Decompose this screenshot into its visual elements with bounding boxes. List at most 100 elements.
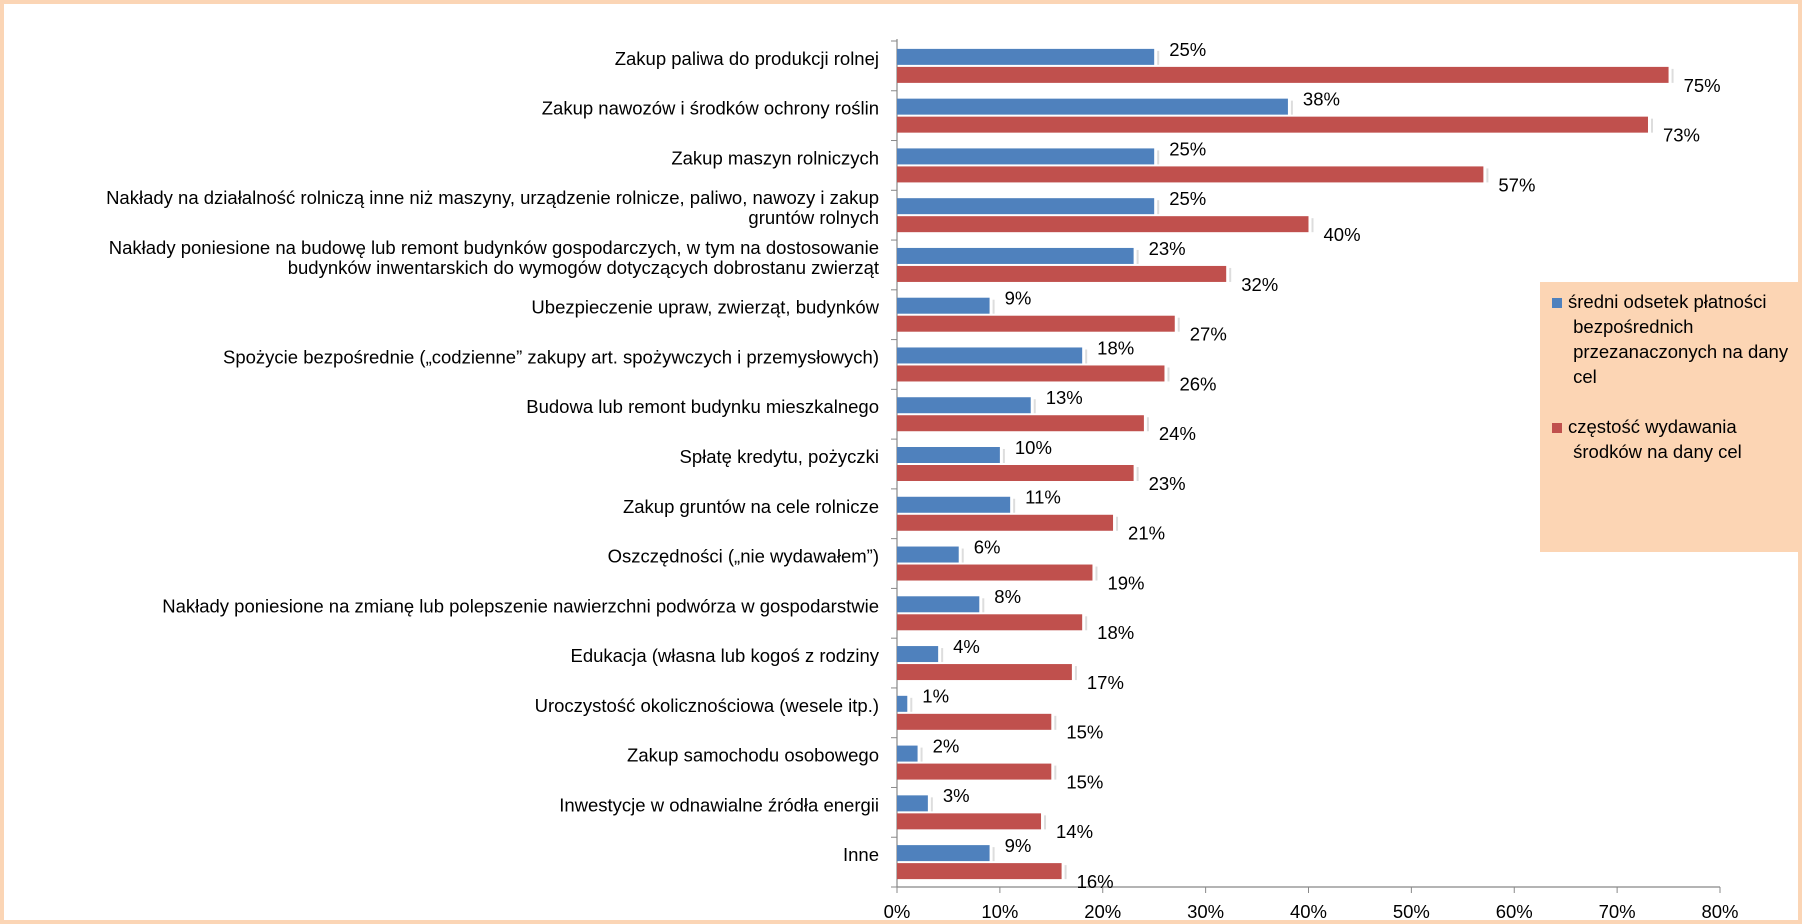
- bar: [897, 496, 1011, 513]
- bar: [897, 116, 1648, 133]
- value-label: 25%: [1169, 188, 1206, 209]
- category-label: Ubezpieczenie upraw, zwierząt, budynków: [531, 297, 879, 318]
- category-label: Zakup samochodu osobowego: [627, 744, 879, 765]
- bar: [897, 415, 1144, 432]
- category-label: Uroczystość okolicznościowa (wesele itp.…: [535, 695, 879, 716]
- value-label: 32%: [1241, 274, 1278, 295]
- legend-swatch: [1552, 423, 1562, 433]
- bar: [897, 795, 928, 812]
- bar: [897, 614, 1083, 631]
- bar: [897, 745, 918, 762]
- x-tick-label: 0%: [884, 901, 911, 922]
- x-tick-label: 60%: [1496, 901, 1533, 922]
- x-tick-label: 70%: [1599, 901, 1636, 922]
- category-label: Inwestycje w odnawialne źródła energii: [559, 794, 879, 815]
- category-label: Zakup gruntów na cele rolnicze: [623, 496, 879, 517]
- x-tick-label: 20%: [1084, 901, 1121, 922]
- legend-swatch: [1552, 298, 1562, 308]
- value-label: 10%: [1015, 437, 1052, 458]
- legend-box: [1540, 282, 1800, 552]
- bar: [897, 813, 1042, 830]
- value-label: 6%: [974, 536, 1001, 557]
- value-label: 1%: [922, 686, 949, 707]
- bar: [897, 664, 1072, 681]
- value-label: 3%: [943, 785, 970, 806]
- x-tick-label: 30%: [1187, 901, 1224, 922]
- bar: [897, 646, 939, 663]
- value-label: 24%: [1159, 423, 1196, 444]
- value-label: 4%: [953, 636, 980, 657]
- bar: [897, 596, 980, 613]
- x-tick-label: 40%: [1290, 901, 1327, 922]
- bar: [897, 397, 1031, 414]
- value-label: 18%: [1097, 622, 1134, 643]
- value-label: 27%: [1190, 324, 1227, 345]
- x-tick-label: 50%: [1393, 901, 1430, 922]
- bar: [897, 546, 959, 563]
- value-label: 9%: [1005, 288, 1032, 309]
- bar: [897, 713, 1052, 730]
- bar: [897, 347, 1083, 364]
- legend-label: częstość wydawania środków na dany cel: [1568, 416, 1742, 462]
- category-label: Inne: [843, 844, 879, 865]
- bar: [897, 465, 1134, 481]
- category-label: Oszczędności („nie wydawałem”): [608, 545, 879, 566]
- value-label: 16%: [1077, 871, 1114, 892]
- bar: [897, 198, 1155, 215]
- x-tick-label: 80%: [1701, 901, 1738, 922]
- value-label: 75%: [1684, 75, 1721, 96]
- bar: [897, 265, 1227, 282]
- value-label: 23%: [1149, 238, 1186, 259]
- value-label: 40%: [1324, 224, 1361, 245]
- category-label: Spłatę kredytu, pożyczki: [680, 446, 879, 467]
- value-label: 15%: [1066, 771, 1103, 792]
- value-label: 25%: [1169, 39, 1206, 60]
- value-label: 38%: [1303, 89, 1340, 110]
- bar: [897, 695, 908, 712]
- category-label: Nakłady poniesione na zmianę lub polepsz…: [162, 595, 879, 616]
- value-label: 19%: [1107, 572, 1144, 593]
- bar: [897, 297, 990, 314]
- category-label: Zakup nawozów i środków ochrony roślin: [542, 98, 879, 119]
- value-label: 14%: [1056, 821, 1093, 842]
- value-label: 17%: [1087, 672, 1124, 693]
- bar: [897, 845, 990, 862]
- bar: [897, 514, 1114, 531]
- value-label: 23%: [1149, 473, 1186, 494]
- bar: [897, 166, 1484, 183]
- value-label: 8%: [994, 586, 1021, 607]
- bar: [897, 216, 1309, 233]
- category-label: Spożycie bezpośrednie („codzienne” zakup…: [223, 346, 879, 367]
- category-label: Budowa lub remont budynku mieszkalnego: [526, 396, 879, 417]
- bar: [897, 148, 1155, 165]
- bar: [897, 564, 1093, 581]
- value-label: 57%: [1498, 174, 1535, 195]
- legend-label: średni odsetek płatności bezpośrednich p…: [1568, 291, 1789, 387]
- value-label: 18%: [1097, 337, 1134, 358]
- bar: [897, 863, 1062, 880]
- value-label: 15%: [1066, 722, 1103, 743]
- x-tick-label: 10%: [981, 901, 1018, 922]
- value-label: 11%: [1025, 487, 1061, 508]
- value-label: 26%: [1179, 373, 1216, 394]
- bar: [897, 247, 1134, 264]
- bar: [897, 447, 1000, 463]
- category-label: Nakłady poniesione na budowę lub remont …: [109, 237, 879, 278]
- category-label: Zakup maszyn rolniczych: [671, 147, 879, 168]
- value-label: 25%: [1169, 138, 1206, 159]
- bar: [897, 66, 1669, 83]
- bar: [897, 98, 1288, 115]
- bar: [897, 48, 1155, 65]
- value-label: 21%: [1128, 523, 1165, 544]
- bar: [897, 365, 1165, 382]
- value-label: 13%: [1046, 387, 1083, 408]
- value-label: 2%: [933, 735, 960, 756]
- bar: [897, 763, 1052, 780]
- value-label: 9%: [1005, 835, 1032, 856]
- category-label: Zakup paliwa do produkcji rolnej: [615, 48, 879, 69]
- bar: [897, 315, 1175, 332]
- category-label: Nakłady na działalność rolniczą inne niż…: [106, 187, 879, 228]
- category-label: Edukacja (własna lub kogoś z rodziny: [571, 645, 880, 666]
- value-label: 73%: [1663, 125, 1700, 146]
